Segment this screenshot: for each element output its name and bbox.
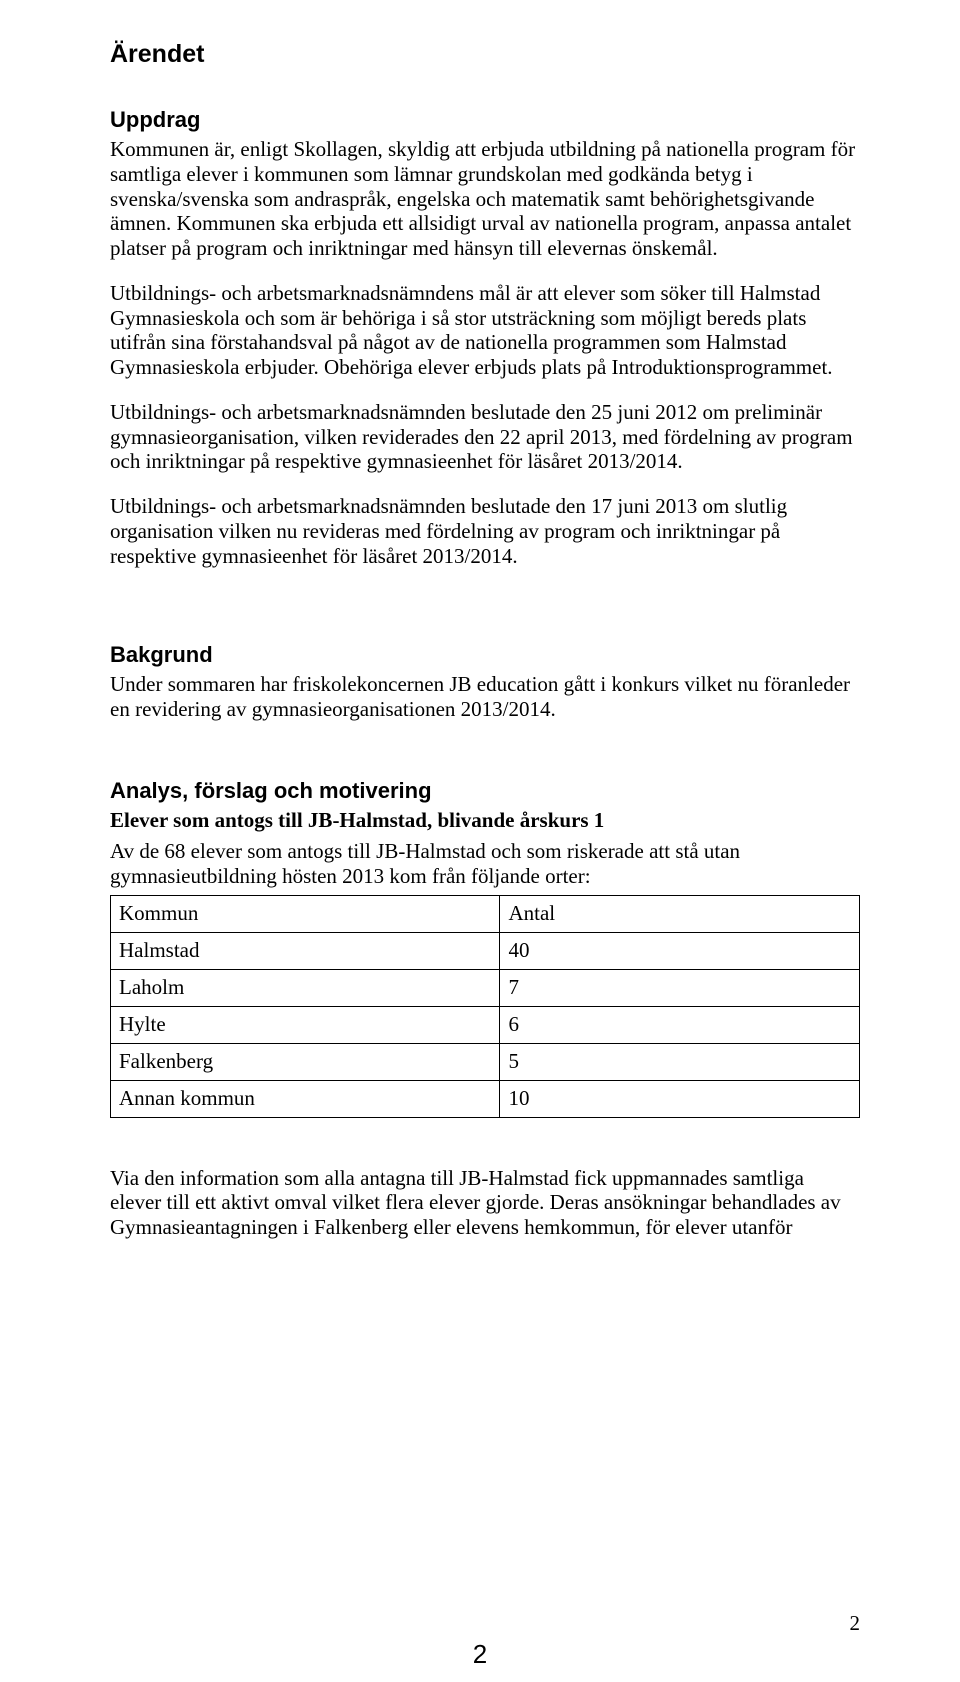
paragraph: Utbildnings- och arbetsmarknadsnämnden b… [110,400,860,474]
table-cell: 7 [500,969,860,1006]
table-row: Hylte 6 [111,1006,860,1043]
paragraph: Utbildnings- och arbetsmarknadsnämndens … [110,281,860,380]
table-cell: Falkenberg [111,1043,500,1080]
section-subheading-analys: Elever som antogs till JB-Halmstad, bliv… [110,808,860,833]
spacer [110,1130,860,1166]
table-header-row: Kommun Antal [111,895,860,932]
paragraph: Av de 68 elever som antogs till JB-Halms… [110,839,860,889]
page-title: Ärendet [110,40,860,69]
paragraph: Via den information som alla antagna til… [110,1166,860,1240]
paragraph: Kommunen är, enligt Skollagen, skyldig a… [110,137,860,261]
table-row: Laholm 7 [111,969,860,1006]
spacer [110,588,860,642]
table-cell: 10 [500,1080,860,1117]
table-header-cell: Kommun [111,895,500,932]
table-header-cell: Antal [500,895,860,932]
document-page: Ärendet Uppdrag Kommunen är, enligt Skol… [0,0,960,1682]
table-cell: Hylte [111,1006,500,1043]
table-row: Halmstad 40 [111,932,860,969]
table-cell: 5 [500,1043,860,1080]
table-cell: 40 [500,932,860,969]
table-cell: 6 [500,1006,860,1043]
table-row: Annan kommun 10 [111,1080,860,1117]
paragraph: Under sommaren har friskolekoncernen JB … [110,672,860,722]
section-heading-bakgrund: Bakgrund [110,642,860,668]
page-number-right: 2 [850,1611,861,1636]
table-cell: Halmstad [111,932,500,969]
paragraph: Utbildnings- och arbetsmarknadsnämnden b… [110,494,860,568]
section-heading-analys: Analys, förslag och motivering [110,778,860,804]
table-cell: Laholm [111,969,500,1006]
kommun-antal-table: Kommun Antal Halmstad 40 Laholm 7 Hylte … [110,895,860,1118]
table-row: Falkenberg 5 [111,1043,860,1080]
section-heading-uppdrag: Uppdrag [110,107,860,133]
table-cell: Annan kommun [111,1080,500,1117]
page-number-center: 2 [0,1639,960,1670]
spacer [110,742,860,778]
